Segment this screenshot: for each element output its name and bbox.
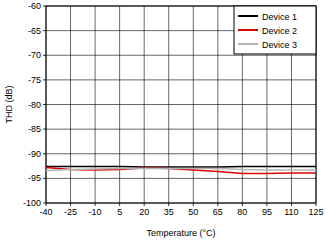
x-tick-label: 65 (213, 207, 223, 217)
y-grid-line (46, 153, 316, 154)
x-tick-label: 110 (284, 207, 298, 217)
y-axis-title: THD (dB) (4, 85, 14, 123)
legend-label: Device 3 (262, 40, 297, 50)
legend-label: Device 1 (262, 12, 297, 22)
legend: Device 1 Device 2 Device 3 (234, 6, 316, 54)
legend-swatch (238, 43, 258, 45)
x-tick-label: 125 (308, 207, 323, 217)
x-tick-label: 50 (188, 207, 198, 217)
chart: -40 -25 -10 5 20 35 50 65 80 95 110 125 -100 -95 -90 -8… (0, 0, 326, 243)
legend-swatch (238, 29, 258, 31)
y-grid-line (46, 129, 316, 130)
x-tick-label: 20 (139, 207, 149, 217)
series-group (46, 167, 316, 174)
x-tick-label: -10 (89, 207, 102, 217)
series-line (46, 169, 316, 171)
y-grid-line (46, 55, 316, 56)
legend-swatch (238, 15, 258, 17)
y-grid-line (46, 104, 316, 105)
plot-frame (46, 6, 316, 203)
x-tick-label: 80 (237, 207, 247, 217)
x-tick-label: 95 (262, 207, 272, 217)
y-tick-label: -100 (23, 198, 41, 208)
x-tick-label: 5 (117, 207, 122, 217)
y-tick-label: -60 (28, 1, 41, 11)
series-line (46, 168, 316, 174)
x-tick-label: -40 (39, 207, 52, 217)
y-tick-label: -80 (28, 100, 41, 110)
y-tick-label: -65 (28, 26, 41, 36)
y-tick-label: -90 (28, 149, 41, 159)
series-line (46, 166, 316, 168)
y-tick-label: -85 (28, 124, 41, 134)
y-tick-label: -75 (28, 75, 41, 85)
grid (43, 6, 316, 206)
x-tick-label: -25 (64, 207, 77, 217)
legend-label: Device 2 (262, 26, 297, 36)
y-grid-line (46, 178, 316, 179)
x-axis-title: Temperature (°C) (146, 228, 215, 238)
x-tick-label: 35 (164, 207, 174, 217)
y-tick-label: -70 (28, 50, 41, 60)
y-tick-label: -95 (28, 173, 41, 183)
legend-box (234, 6, 316, 54)
y-grid-line (46, 79, 316, 80)
